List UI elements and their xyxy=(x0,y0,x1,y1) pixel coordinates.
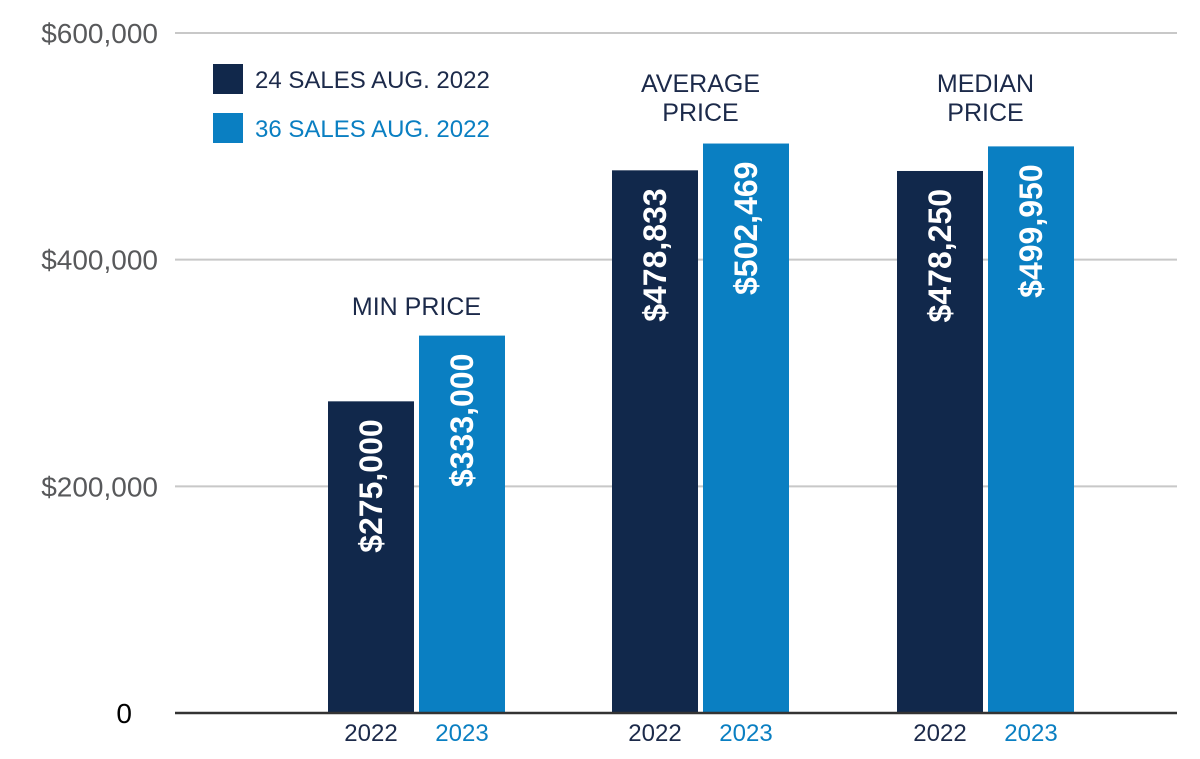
category-label: MEDIAN xyxy=(937,70,1034,98)
y-tick-label: $600,000 xyxy=(41,18,158,49)
legend-label: 36 SALES AUG. 2022 xyxy=(255,116,490,143)
y-tick-label: $200,000 xyxy=(41,471,158,502)
bar-value-label: $478,833 xyxy=(637,188,673,321)
bar xyxy=(988,146,1074,713)
x-tick-label: 2023 xyxy=(435,720,488,747)
y-tick-label: 0 xyxy=(116,698,132,729)
bar xyxy=(328,401,414,713)
x-tick-label: 2023 xyxy=(719,720,772,747)
x-tick-label: 2022 xyxy=(628,720,681,747)
legend-swatch xyxy=(213,113,243,143)
x-tick-label: 2023 xyxy=(1004,720,1057,747)
legend-label: 24 SALES AUG. 2022 xyxy=(255,67,490,94)
legend-swatch xyxy=(213,64,243,94)
x-tick-label: 2022 xyxy=(913,720,966,747)
bar xyxy=(612,170,698,713)
category-label: PRICE xyxy=(662,99,738,127)
bar-value-label: $478,250 xyxy=(922,189,958,322)
x-tick-label: 2022 xyxy=(344,720,397,747)
bar-value-label: $333,000 xyxy=(444,354,480,487)
bar-value-label: $502,469 xyxy=(728,162,764,295)
category-label: PRICE xyxy=(947,99,1023,127)
bar xyxy=(897,170,983,713)
bar xyxy=(419,335,505,713)
bar-value-label: $275,000 xyxy=(353,419,389,552)
category-label: AVERAGE xyxy=(641,70,760,98)
bar xyxy=(703,143,789,713)
y-tick-label: $400,000 xyxy=(41,245,158,276)
bar-value-label: $499,950 xyxy=(1013,164,1049,297)
category-label: MIN PRICE xyxy=(352,293,481,321)
